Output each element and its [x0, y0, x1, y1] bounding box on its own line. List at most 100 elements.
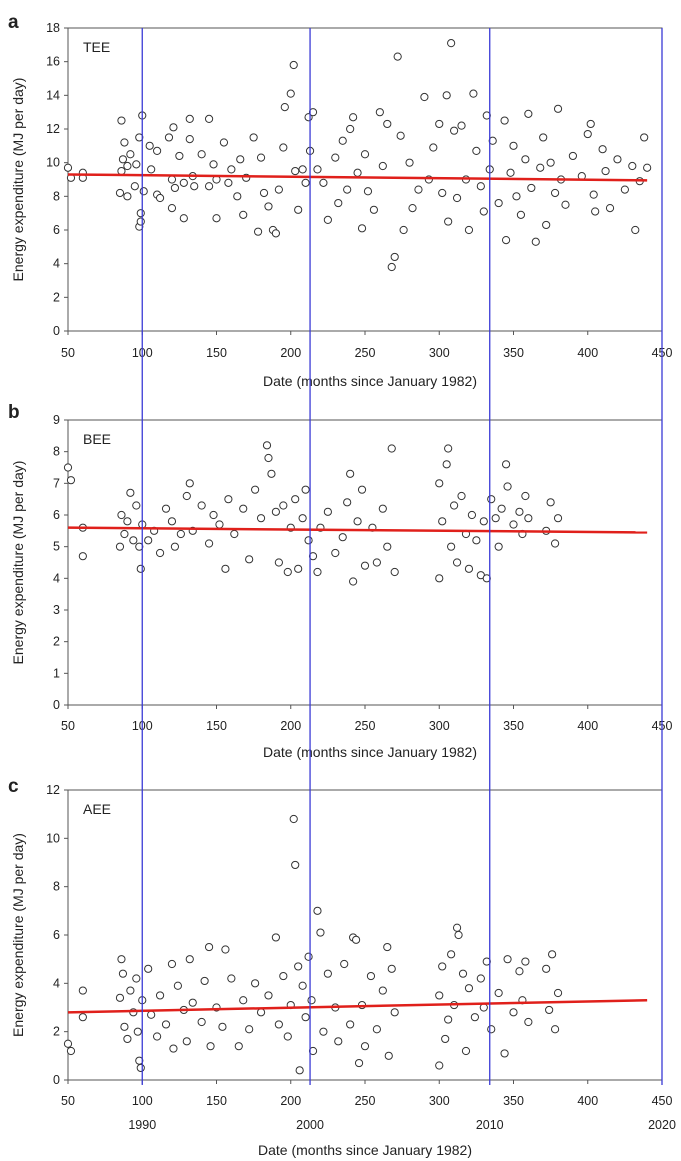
y-tick-label: 6	[53, 928, 60, 942]
data-point	[227, 974, 236, 983]
data-point	[136, 1063, 145, 1073]
data-point	[586, 119, 595, 129]
data-point	[435, 119, 444, 129]
data-point	[298, 514, 307, 523]
data-point	[542, 220, 551, 230]
series-label: TEE	[83, 39, 110, 55]
data-point	[464, 225, 474, 235]
y-tick-label: 6	[53, 508, 60, 522]
data-point	[123, 1034, 132, 1044]
y-tick-label: 0	[53, 698, 60, 712]
data-point	[249, 133, 258, 142]
data-point	[524, 514, 533, 523]
data-point	[117, 510, 126, 520]
data-point	[118, 969, 128, 978]
data-point	[236, 155, 245, 164]
data-point	[218, 1022, 227, 1031]
data-point	[360, 561, 370, 570]
data-point	[182, 1037, 191, 1046]
data-point	[170, 542, 180, 551]
data-point	[298, 981, 307, 990]
x-tick-label: 400	[577, 1094, 598, 1108]
data-point	[457, 491, 466, 501]
data-point	[509, 520, 518, 529]
data-point	[239, 504, 248, 513]
data-point	[515, 967, 524, 976]
x-tick-label: 400	[577, 346, 598, 360]
data-point	[360, 1042, 370, 1051]
data-point	[548, 950, 557, 959]
y-tick-label: 4	[53, 257, 60, 271]
data-point	[396, 131, 405, 140]
data-point	[378, 986, 387, 995]
data-point	[307, 996, 316, 1005]
scatter-points	[63, 814, 563, 1075]
data-point	[274, 1020, 283, 1029]
data-point	[450, 126, 459, 135]
year-tick-label: 2010	[476, 1118, 504, 1132]
y-tick-label: 7	[53, 476, 60, 490]
data-point	[472, 146, 481, 155]
data-point	[123, 161, 132, 171]
y-tick-label: 8	[53, 189, 60, 203]
x-tick-label: 350	[503, 346, 524, 360]
data-point	[512, 192, 521, 201]
data-point	[233, 192, 242, 201]
data-point	[169, 1044, 178, 1053]
y-tick-label: 12	[46, 783, 60, 797]
data-point	[357, 224, 367, 233]
data-point	[197, 501, 206, 510]
data-point	[331, 153, 340, 162]
y-tick-label: 4	[53, 571, 60, 585]
data-point	[316, 928, 325, 937]
x-tick-label: 300	[429, 1094, 450, 1108]
data-point	[516, 210, 526, 219]
data-point	[438, 517, 447, 526]
data-point	[313, 567, 322, 577]
data-point	[289, 814, 298, 824]
data-point	[393, 52, 402, 61]
x-tick-label: 50	[61, 719, 75, 733]
data-point	[479, 517, 488, 526]
data-point	[390, 1008, 399, 1017]
data-point	[387, 444, 396, 453]
y-tick-label: 2	[53, 1025, 60, 1039]
data-point	[435, 1061, 444, 1070]
data-point	[259, 188, 269, 198]
data-point	[464, 984, 474, 993]
x-tick-label: 50	[61, 1094, 75, 1108]
data-point	[435, 574, 444, 583]
year-tick-label: 2000	[296, 1118, 324, 1132]
data-point	[179, 214, 188, 223]
data-point	[444, 217, 453, 226]
data-point	[640, 133, 649, 142]
data-point	[447, 39, 456, 48]
data-point	[188, 998, 197, 1007]
data-point	[553, 988, 563, 998]
data-point	[63, 463, 73, 472]
data-point	[147, 1010, 156, 1019]
data-point	[620, 185, 629, 194]
data-point	[130, 182, 139, 191]
data-point	[441, 1034, 450, 1044]
data-point	[120, 1022, 129, 1031]
data-point	[262, 441, 272, 450]
data-point	[117, 116, 126, 125]
data-point	[230, 529, 239, 539]
data-point	[204, 942, 214, 952]
data-point	[501, 460, 511, 469]
data-point	[372, 1025, 381, 1034]
data-point	[197, 1017, 206, 1027]
data-point	[209, 160, 218, 169]
data-point	[509, 1008, 518, 1017]
data-point	[245, 555, 254, 564]
data-point	[271, 933, 280, 942]
trend-line	[67, 999, 648, 1014]
data-point	[283, 567, 292, 577]
data-point	[301, 178, 310, 187]
data-point	[115, 542, 125, 551]
data-point	[224, 495, 233, 504]
data-point	[115, 993, 125, 1002]
